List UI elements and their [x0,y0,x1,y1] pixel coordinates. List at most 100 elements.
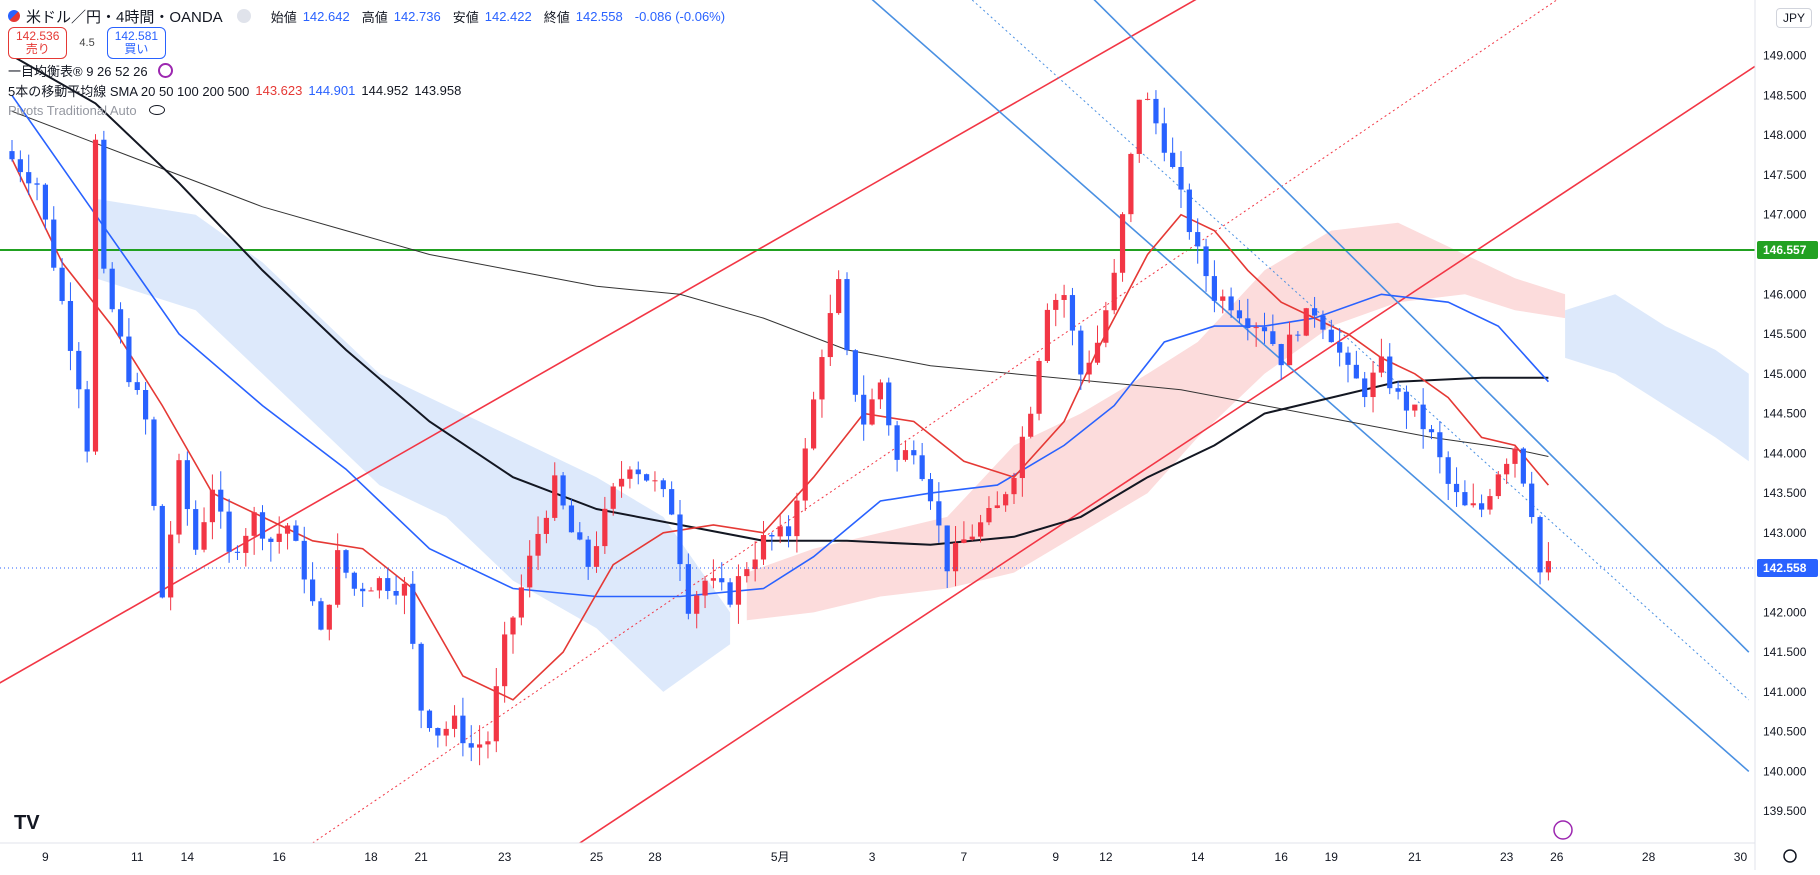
price-tick-label: 145.000 [1763,367,1807,381]
candle-body [243,535,249,553]
candle-body [610,486,616,509]
candle-body [1337,342,1343,353]
candle-body [735,576,742,605]
time-tick-label: 16 [1275,850,1289,864]
candle-body [193,509,199,550]
candle-body [17,159,23,173]
candle-body [460,715,466,744]
currency-selector[interactable]: JPY [1775,8,1812,28]
candle-body [151,419,157,506]
candle-body [719,578,725,583]
downtrend-channel-lower[interactable] [864,0,1750,773]
candle-body [702,580,708,596]
candle-body [1036,360,1042,414]
ichimoku-cloud-bull-1 [746,222,1566,621]
candle-body [886,382,892,426]
candle-body [1161,123,1167,153]
loading-icon [157,62,173,78]
ichimoku-cloud-bear-2 [1565,294,1749,462]
candle-body [1462,492,1468,506]
candle-body [1170,152,1176,167]
candle-body [67,301,74,351]
candle-body [485,741,491,745]
price-tick-label: 144.500 [1763,407,1807,421]
candle-body [961,539,967,543]
sell-button[interactable]: 142.536 売り [8,27,68,59]
candle-body [410,583,416,644]
ma-row[interactable]: 5本の移動平均線 SMA 20 50 100 200 500 143.623 1… [8,80,725,100]
candle-body [794,500,800,537]
candle-body [936,501,942,526]
time-tick-label: 19 [1325,850,1339,864]
candle-body [1236,310,1243,319]
time-tick-label: 30 [1734,850,1748,864]
candle-body [744,569,750,577]
candle-body [310,579,316,602]
sma20-value: 143.623 [255,82,303,98]
price-tick-label: 140.500 [1763,725,1807,739]
candle-body [1111,272,1117,311]
candle-body [1145,98,1151,100]
ichimoku-cloud-bear-0 [95,198,731,692]
buy-price: 142.581 [114,29,159,43]
candle-body [326,604,332,630]
downtrend-channel-mid[interactable] [971,0,1750,701]
candle-body [1495,474,1501,497]
candle-body [1370,372,1376,398]
candle-body [577,532,583,540]
candle-body [1186,189,1192,233]
symbol-title[interactable]: 米ドル／円・4時間・OANDA [26,8,223,26]
candle-body [685,564,691,614]
candle-body [1203,246,1209,277]
candle-body [1119,214,1126,273]
candle-body [1220,296,1226,301]
pivots-label[interactable]: Pivots Traditional Auto [8,102,137,118]
price-tick-label: 142.000 [1763,605,1807,619]
time-tick-label: 14 [181,850,195,864]
candle-body [568,505,575,533]
candle-body [877,382,883,400]
candle-body [1378,356,1384,373]
candle-body [493,686,499,742]
hidden-eye-icon[interactable] [148,105,165,115]
candle-body [785,526,792,537]
candle-body [518,587,524,618]
downtrend-channel-upper[interactable] [1031,0,1750,653]
uptrend-channel-mid[interactable] [312,0,1558,843]
candle-body [1529,483,1535,518]
pivots-row[interactable]: Pivots Traditional Auto [8,100,725,120]
price-tick-label: 143.000 [1763,526,1807,540]
candle-body [510,617,516,635]
collapse-icon[interactable] [236,9,251,23]
candle-body [276,533,282,542]
candle-body [1320,315,1326,330]
candle-body [468,743,474,748]
ichimoku-row[interactable]: 一目均衡表® 9 26 52 26 [8,60,725,80]
candle-body [1261,327,1268,332]
candle-body [134,382,140,391]
candle-body [1420,404,1426,430]
low-label: 安値 [452,9,479,25]
candle-body [1520,448,1526,484]
candle-body [360,588,366,592]
uptrend-channel-upper[interactable] [0,0,1306,724]
settings-gear-icon[interactable] [1783,849,1797,863]
candle-body [1069,295,1076,331]
candle-body [51,219,57,268]
uptrend-channel-lower[interactable] [579,32,1807,843]
candle-body [368,590,374,592]
buy-button[interactable]: 142.581 買い [106,27,167,59]
ma-label[interactable]: 5本の移動平均線 SMA 20 50 100 200 500 [8,83,250,99]
lightning-icon[interactable] [1553,820,1573,840]
ichimoku-label[interactable]: 一目均衡表® 9 26 52 26 [8,63,148,79]
time-tick-label: 9 [42,850,49,864]
candle-body [1270,331,1276,345]
price-tick-label: 140.000 [1763,764,1807,778]
candle-body [351,572,357,589]
candle-body [1403,391,1410,411]
sell-price: 142.536 [16,29,60,43]
candle-body [443,728,449,736]
candle-body [1445,457,1451,484]
